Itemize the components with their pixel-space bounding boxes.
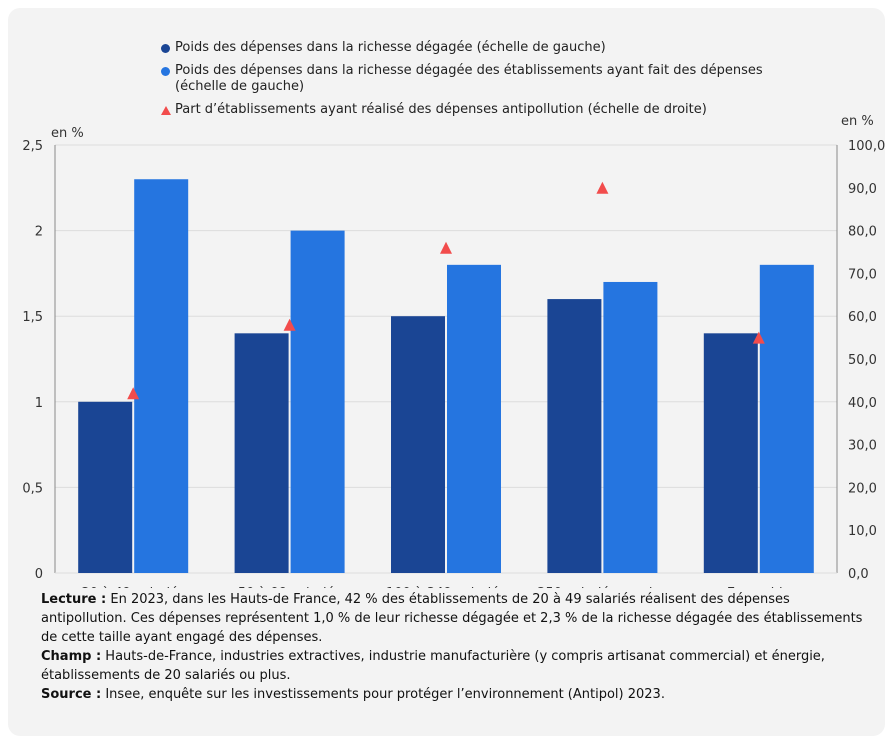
y-right-tick-label: 50,0 [848,353,877,368]
lecture-text: En 2023, dans les Hauts-de France, 42 % … [41,592,863,645]
bar-series-1 [547,299,602,573]
bar-series-1 [78,401,133,573]
y-right-tick-label: 20,0 [848,481,877,496]
legend-label: Poids des dépenses dans la richesse déga… [175,40,606,55]
legend-item-series-2: Poids des dépenses dans la richesse déga… [161,63,775,95]
bar-series-2 [134,179,189,574]
marker-series-3 [127,387,140,400]
y-left-tick-label: 0 [35,567,43,582]
combo-chart: 0 0,5 1 1,5 2 2,5 0,0 10,0 20,0 30,0 40,0 50,0 60,0 7… [22,114,885,588]
y-right-tick-label: 60,0 [848,310,877,325]
legend-triangle-icon [161,105,171,115]
bar-series-2 [759,264,814,573]
x-tick-label: 100 à 249 salariés [386,586,506,588]
y-left-tick-label: 0,5 [22,481,43,496]
legend: Poids des dépenses dans la richesse déga… [161,40,775,125]
legend-item-series-3: Part d’établissements ayant réalisé des … [161,102,775,118]
marker-series-3 [440,241,452,254]
x-tick-label: 250 salariés ou plus [537,586,668,588]
bar-series-1 [234,333,289,573]
source-text: Insee, enquête sur les investissements p… [101,687,665,702]
y-right-tick-label: 90,0 [848,182,877,197]
bar-series-1 [703,333,758,573]
y-left-tick-label: 1,5 [22,310,43,325]
legend-item-series-1: Poids des dépenses dans la richesse déga… [161,40,775,56]
x-tick-label: Ensemble [727,586,791,588]
champ-note: Champ : Hauts-de-France, industries extr… [41,647,871,685]
y-left-tick-label: 2,5 [22,139,43,154]
marker-series-3 [283,318,296,331]
y-left-tick-label: 1 [35,396,43,411]
marker-series-3 [596,181,609,194]
bar-series-1 [391,316,445,573]
chart-card: Poids des dépenses dans la richesse déga… [8,8,885,736]
y-left-unit-label: en % [51,126,84,141]
y-right-tick-label: 10,0 [848,524,877,539]
lecture-note: Lecture : En 2023, dans les Hauts-de Fra… [41,590,871,647]
champ-label: Champ : [41,649,102,664]
y-right-tick-label: 40,0 [848,396,877,411]
y-right-tick-label: 80,0 [848,225,877,240]
bar-series-2 [603,281,658,573]
legend-dot-icon [161,66,170,76]
legend-label: Part d’établissements ayant réalisé des … [175,102,707,117]
bar-series-2 [290,230,345,573]
y-right-tick-label: 0,0 [848,567,869,582]
y-right-unit-label: en % [841,114,874,129]
y-right-tick-label: 30,0 [848,439,877,454]
legend-dot-icon [161,43,170,53]
y-right-tick-label: 100,0 [848,139,885,154]
legend-label: Poids des dépenses dans la richesse déga… [175,63,763,94]
marker-series-3 [752,331,765,344]
champ-text: Hauts-de-France, industries extractives,… [41,649,825,683]
y-right-tick-label: 70,0 [848,267,877,282]
lecture-label: Lecture : [41,592,107,607]
source-note: Source : Insee, enquête sur les investis… [41,685,871,704]
source-label: Source : [41,687,102,702]
x-tick-label: 50 à 99 salariés [238,586,342,588]
x-tick-label: 20 à 49 salariés [81,586,185,588]
y-left-tick-label: 2 [35,225,43,240]
bar-series-2 [447,264,501,573]
chart-notes: Lecture : En 2023, dans les Hauts-de Fra… [41,590,871,704]
